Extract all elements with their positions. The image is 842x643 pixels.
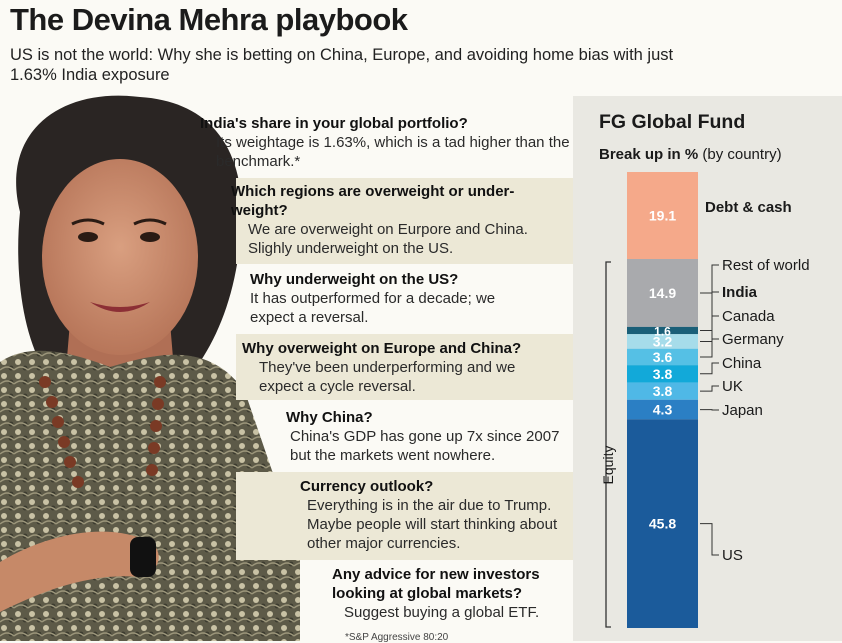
answer: Its weightage is 1.63%, which is a tad h…: [200, 133, 570, 171]
qa-item: Why overweight on Europe and China? They…: [242, 339, 572, 396]
qa-item: Which regions are overweight or under-we…: [230, 182, 565, 258]
answer: It has outperformed for a decade; we exp…: [250, 289, 540, 327]
qa-item: Why China? China's GDP has gone up 7x si…: [286, 408, 571, 465]
fund-panel: [573, 96, 842, 641]
qa-item: India's share in your global portfolio? …: [200, 114, 570, 171]
qa-item: Why underweight on the US? It has outper…: [250, 270, 570, 327]
question: Why overweight on Europe and China?: [242, 339, 572, 358]
question: Which regions are overweight or under-we…: [230, 182, 565, 220]
question: Why China?: [286, 408, 571, 427]
headline: The Devina Mehra playbook: [10, 2, 408, 38]
answer: Everything is in the air due to Trump. M…: [300, 496, 572, 553]
question: India's share in your global portfolio?: [200, 114, 570, 133]
question: Why underweight on the US?: [250, 270, 570, 289]
question: Any advice for new investors looking at …: [332, 565, 572, 603]
answer: Suggest buying a global ETF.: [332, 603, 572, 622]
question: Currency outlook?: [300, 477, 572, 496]
answer: They've been underperforming and we expe…: [242, 358, 549, 396]
footnote: *S&P Aggressive 80:20: [345, 632, 448, 643]
answer: We are overweight on Eurpore and China. …: [230, 220, 565, 258]
fund-subtitle-bold: Break up in %: [599, 146, 698, 163]
fund-subtitle: Break up in % (by country): [599, 146, 782, 163]
answer: China's GDP has gone up 7x since 2007 bu…: [286, 427, 571, 465]
subhead: US is not the world: Why she is betting …: [10, 45, 700, 85]
fund-subtitle-rest: (by country): [698, 146, 781, 163]
fund-title: FG Global Fund: [599, 111, 745, 134]
qa-item: Currency outlook? Everything is in the a…: [300, 477, 572, 553]
qa-item: Any advice for new investors looking at …: [332, 565, 572, 622]
